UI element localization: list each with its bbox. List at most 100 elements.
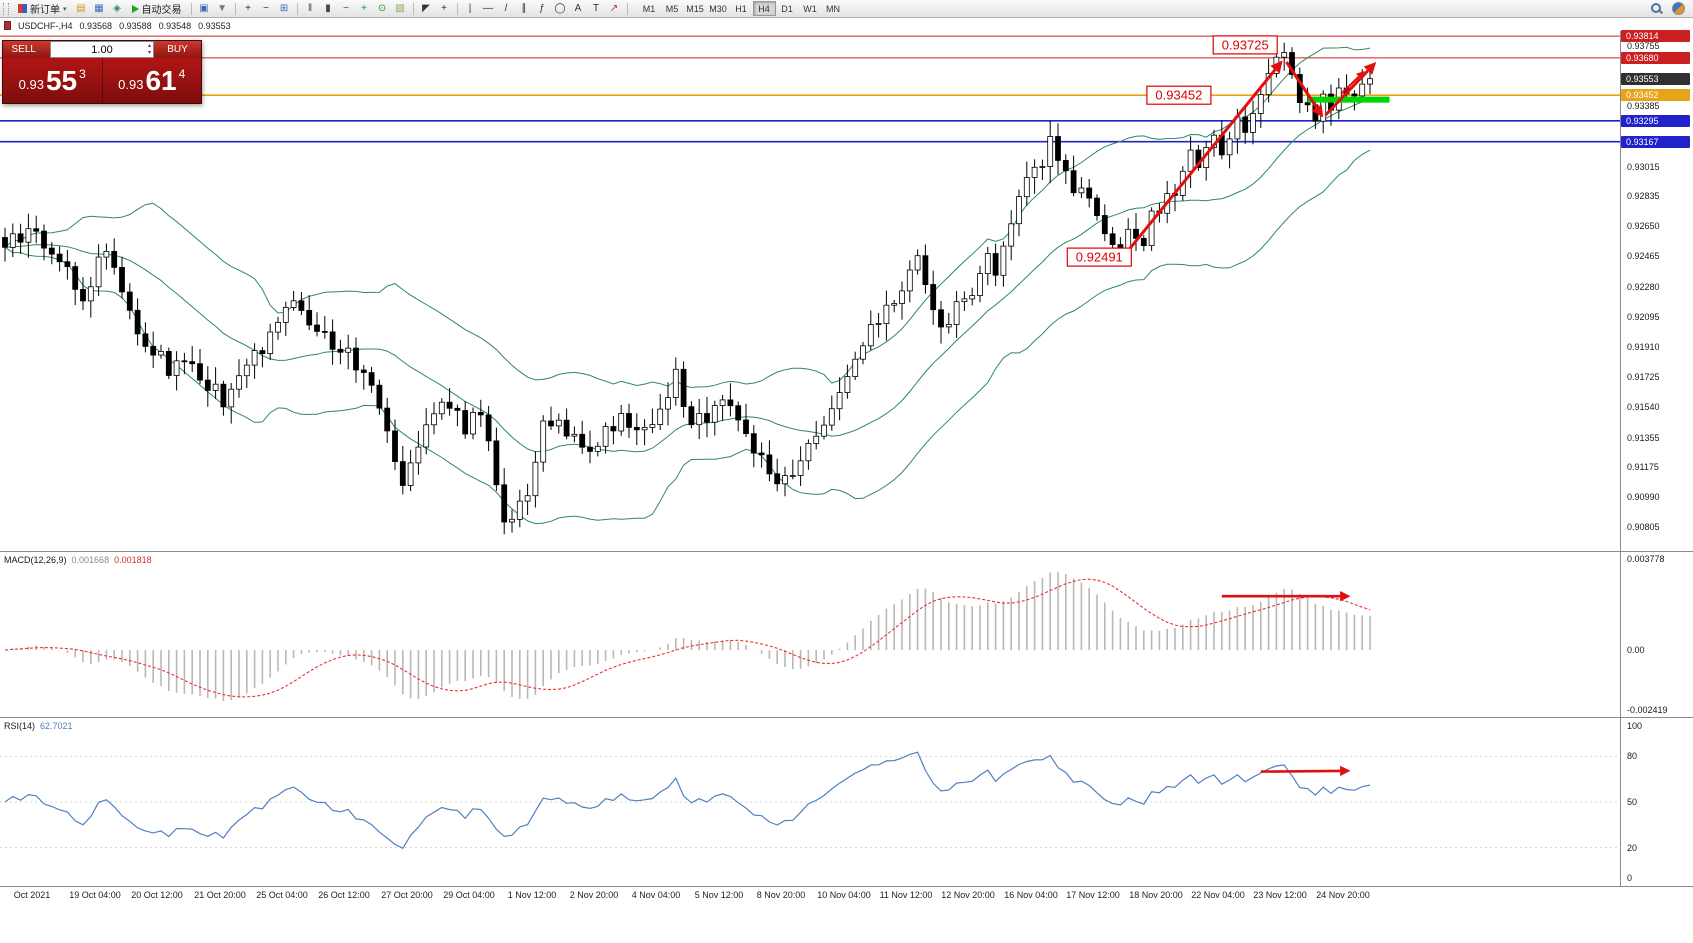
- price-annotation-box[interactable]: [1146, 85, 1212, 105]
- trendline-icon[interactable]: /: [504, 2, 508, 14]
- one-click-trading-panel: SELL ▾ 1.00 ▴ ▾ BUY 0.93 55 3 0.93 61 4: [2, 40, 202, 104]
- time-label: 18 Nov 20:00: [1129, 890, 1183, 900]
- arrows-icon[interactable]: ↗: [609, 2, 619, 14]
- profiles-icon[interactable]: ▼: [217, 2, 227, 14]
- time-label: 25 Oct 04:00: [256, 890, 308, 900]
- rsi-scale-label: 50: [1627, 797, 1638, 807]
- new-order-button[interactable]: 新订单 ▾: [13, 1, 72, 16]
- toolbar: 新订单 ▾ ▤ ▦ ◈ 自动交易 ▣ ▼ + − ⊞ ‖ ▮ ~ + ⊙ ▧ ◤ + | — / ∥ ƒ ◯ A T ↗ M1 M5 M1…: [0, 0, 1693, 18]
- price-annotation-box[interactable]: [1212, 35, 1278, 55]
- autotrade-button-label: 自动交易: [141, 5, 182, 16]
- cursor-icon[interactable]: ◤: [422, 2, 430, 14]
- ask-price[interactable]: 0.93 61 4: [103, 58, 202, 103]
- rsi-scale-label: 80: [1627, 751, 1638, 762]
- main-chart-svg[interactable]: 0.93725 0.93452 0.92491: [0, 31, 1620, 551]
- ask-pipette: 4: [178, 66, 186, 81]
- timeframe-d1[interactable]: D1: [781, 3, 793, 14]
- timeframe-h1[interactable]: H1: [735, 3, 747, 14]
- bid-big-digits: 55: [45, 64, 78, 96]
- buy-button[interactable]: BUY: [154, 41, 201, 58]
- price-tick: 0.92650: [1627, 221, 1660, 232]
- vertical-line-icon[interactable]: |: [468, 2, 472, 14]
- macd-scale-zero: 0.00: [1627, 645, 1645, 656]
- crosshair-icon[interactable]: +: [441, 2, 447, 14]
- time-label: 19 Oct 04:00: [69, 890, 121, 900]
- price-annotation-text: 0.92491: [1076, 250, 1123, 265]
- trend-arrow[interactable]: [1127, 68, 1277, 252]
- timeframe-h4[interactable]: H4: [752, 1, 776, 16]
- line-chart-icon[interactable]: ~: [343, 2, 349, 14]
- price-tick: 0.91540: [1627, 402, 1660, 413]
- tile-windows-icon[interactable]: ⊞: [279, 2, 289, 14]
- time-label: Oct 2021: [13, 890, 51, 900]
- zoom-out-icon[interactable]: −: [263, 2, 269, 14]
- spinner-up-icon[interactable]: ▴: [147, 43, 151, 49]
- candlestick-chart-icon[interactable]: ▮: [325, 2, 331, 14]
- price-tick: 0.91175: [1627, 461, 1659, 472]
- trend-arrow[interactable]: [1260, 769, 1341, 773]
- macd-signal-line: [4, 578, 1371, 698]
- timeframe-m15[interactable]: M15: [686, 3, 704, 14]
- shapes-icon[interactable]: ◯: [554, 2, 566, 14]
- sell-label: SELL: [11, 44, 36, 55]
- account-badge[interactable]: [1672, 2, 1685, 15]
- timeframe-m1[interactable]: M1: [642, 3, 656, 14]
- price-tick: 0.91910: [1627, 341, 1660, 352]
- autotrade-button[interactable]: 自动交易: [127, 1, 187, 16]
- volume-spinner[interactable]: ▴ ▾: [148, 43, 151, 57]
- bollinger-upper-band: [4, 46, 1371, 389]
- macd-main-value: 0.001668: [71, 555, 110, 565]
- time-label: 4 Nov 04:00: [631, 890, 681, 900]
- fibonacci-icon[interactable]: ƒ: [539, 2, 545, 14]
- toolbar-separator: [412, 2, 414, 15]
- volume-value: 1.00: [91, 43, 113, 56]
- sell-button[interactable]: SELL ▾: [3, 41, 50, 58]
- ohlc-open: 0.93568: [79, 20, 113, 31]
- price-tick: 0.91725: [1627, 372, 1660, 383]
- price-tick: 0.90805: [1627, 522, 1660, 533]
- symbol-timeframe: USDCHF-,H4: [18, 20, 73, 31]
- label-icon[interactable]: T: [592, 2, 600, 14]
- time-label: 5 Nov 12:00: [694, 890, 744, 900]
- time-label: 24 Nov 20:00: [1316, 890, 1370, 900]
- periods-icon[interactable]: ⊙: [377, 2, 387, 14]
- navigator-icon[interactable]: ◈: [113, 2, 121, 14]
- search-icon[interactable]: [1648, 1, 1665, 16]
- market-watch-icon[interactable]: ▤: [76, 2, 86, 14]
- bollinger-middle-band: [4, 98, 1371, 453]
- panel-separator[interactable]: [0, 886, 1693, 887]
- timeframe-mn[interactable]: MN: [826, 3, 841, 14]
- trend-arrow[interactable]: [1285, 61, 1318, 109]
- rsi-scale-label: 0: [1627, 873, 1633, 883]
- timeframe-m5[interactable]: M5: [665, 3, 679, 14]
- data-window-icon[interactable]: ▦: [94, 2, 104, 14]
- bar-chart-icon[interactable]: ‖: [307, 2, 313, 14]
- price-scale[interactable]: 0.93755 0.93385 0.93015 0.92835 0.92650 0.924…: [1620, 30, 1693, 886]
- panel-separator[interactable]: [0, 717, 1693, 718]
- indicators-icon[interactable]: +: [361, 2, 367, 14]
- time-axis[interactable]: Oct 2021 19 Oct 04:00 20 Oct 12:00 21 Oct 2…: [0, 888, 1620, 904]
- toolbar-separator: [234, 2, 236, 15]
- spinner-down-icon[interactable]: ▾: [147, 50, 151, 56]
- volume-input[interactable]: 1.00 ▴ ▾: [50, 41, 154, 58]
- horizontal-line-icon[interactable]: —: [483, 2, 494, 14]
- new-chart-icon[interactable]: ▣: [199, 2, 209, 14]
- trend-arrow[interactable]: [1340, 75, 1360, 95]
- rsi-name: RSI(14): [4, 721, 36, 731]
- panel-separator[interactable]: [0, 551, 1693, 552]
- macd-svg[interactable]: [0, 552, 1620, 717]
- rsi-svg[interactable]: [0, 718, 1620, 886]
- ask-prefix: 0.93: [118, 77, 144, 92]
- templates-icon[interactable]: ▧: [395, 2, 405, 14]
- price-annotation-box[interactable]: [1066, 247, 1132, 267]
- timeframe-m30[interactable]: M30: [709, 3, 727, 14]
- timeframe-toolbar: M1 M5 M15 M30 H1 H4 D1 W1 MN: [638, 1, 845, 16]
- timeframe-w1[interactable]: W1: [803, 3, 817, 14]
- bid-price[interactable]: 0.93 55 3: [3, 58, 103, 103]
- time-label: 17 Nov 12:00: [1066, 890, 1120, 900]
- channel-icon[interactable]: ∥: [521, 2, 527, 14]
- text-icon[interactable]: A: [574, 2, 582, 14]
- toolbar-drag-handle[interactable]: [3, 2, 9, 15]
- macd-scale-bottom: -0.002419: [1627, 705, 1668, 715]
- zoom-in-icon[interactable]: +: [245, 2, 251, 14]
